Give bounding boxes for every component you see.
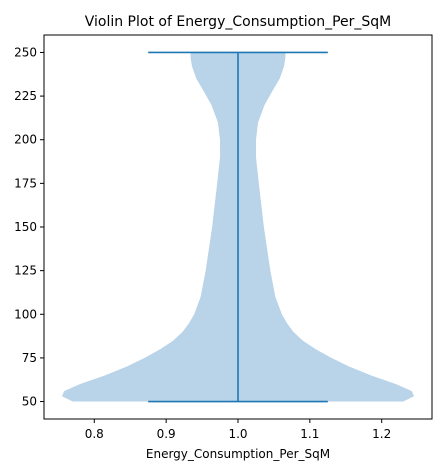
y-tick-label: 200 [14, 133, 37, 147]
x-tick-label: 0.9 [157, 427, 176, 441]
plot-area [61, 51, 415, 403]
x-tick-label: 1.1 [300, 427, 319, 441]
y-tick-label: 250 [14, 45, 37, 59]
y-axis: 50 75 100 125 150 175 200 225 250 [14, 45, 44, 409]
x-axis-label: Energy_Consumption_Per_SqM [146, 447, 330, 461]
y-tick-label: 175 [14, 176, 37, 190]
y-tick-label: 50 [22, 395, 37, 409]
x-axis: 0.8 0.9 1.0 1.1 1.2 [85, 419, 391, 441]
chart-title: Violin Plot of Energy_Consumption_Per_Sq… [85, 14, 392, 30]
y-tick-label: 125 [14, 264, 37, 278]
y-tick-label: 150 [14, 220, 37, 234]
y-tick-label: 75 [22, 351, 37, 365]
y-tick-label: 225 [14, 89, 37, 103]
x-tick-label: 1.2 [372, 427, 391, 441]
y-tick-label: 100 [14, 307, 37, 321]
x-tick-label: 0.8 [85, 427, 104, 441]
x-tick-label: 1.0 [228, 427, 247, 441]
